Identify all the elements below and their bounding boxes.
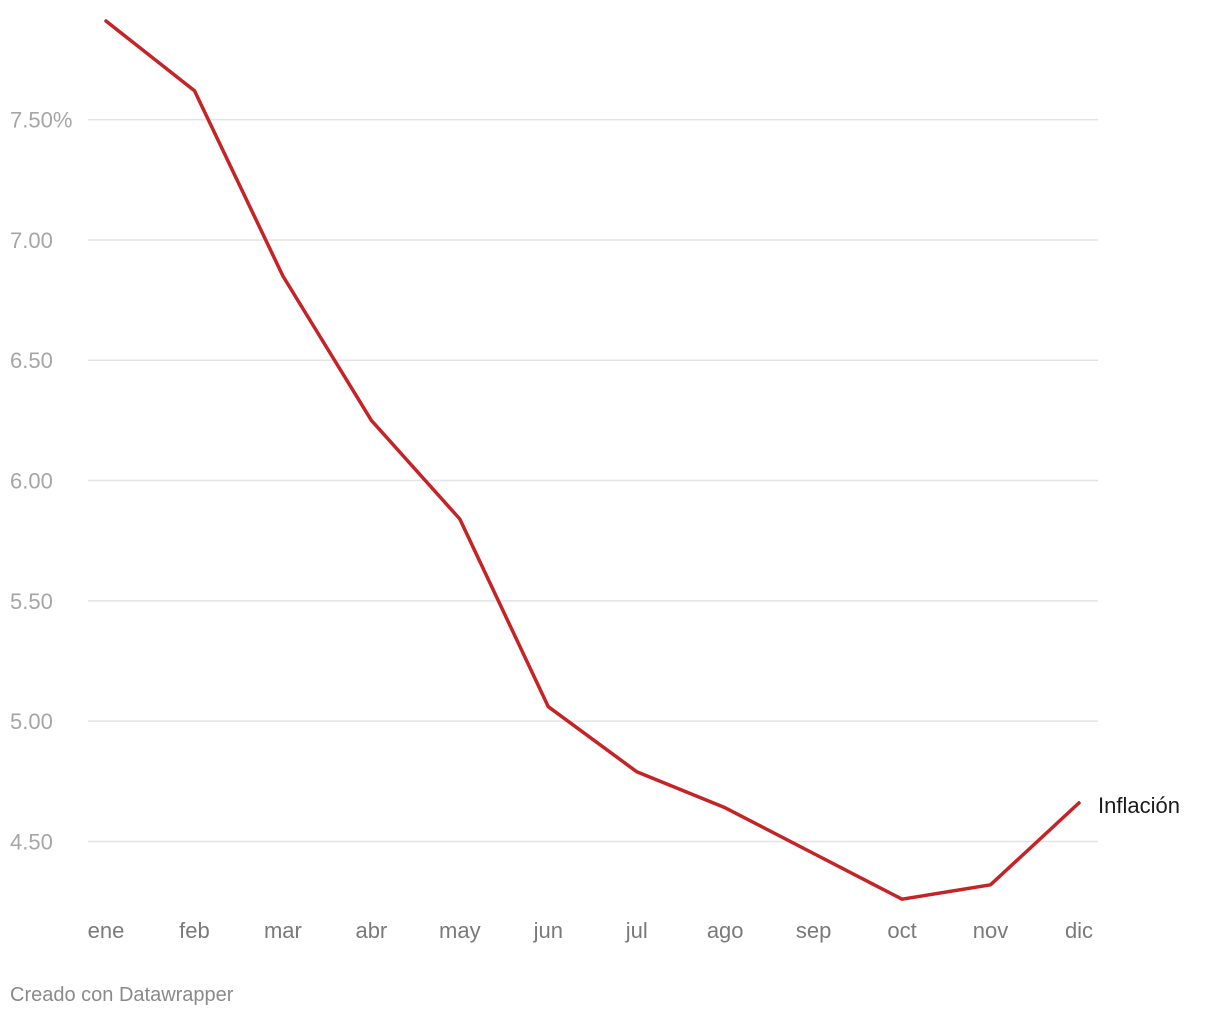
credit-text: Creado con Datawrapper <box>10 984 234 1006</box>
y-tick-label: 5.00 <box>10 709 53 734</box>
x-tick-label: dic <box>1065 918 1093 943</box>
series-label: Inflación <box>1098 793 1180 818</box>
series-labels: Inflación <box>1098 793 1180 818</box>
y-tick-label: 4.50 <box>10 829 53 854</box>
y-tick-label: 6.50 <box>10 348 53 373</box>
series-line <box>104 19 1081 901</box>
x-tick-label: jul <box>625 918 648 943</box>
x-tick-label: may <box>439 918 481 943</box>
x-tick-label: sep <box>796 918 831 943</box>
x-tick-label: ene <box>88 918 125 943</box>
y-tick-label: 5.50 <box>10 589 53 614</box>
x-tick-label: jun <box>533 918 563 943</box>
x-tick-label: ago <box>707 918 744 943</box>
x-tick-label: feb <box>179 918 210 943</box>
y-tick-label: 7.50% <box>10 108 72 133</box>
x-tick-label: abr <box>355 918 387 943</box>
x-tick-label: mar <box>264 918 302 943</box>
y-axis-tick-labels: 4.50 5.00 5.50 6.00 6.50 7.00 7.50% <box>10 108 72 855</box>
series-lines <box>104 19 1081 901</box>
x-tick-label: nov <box>973 918 1008 943</box>
y-tick-label: 7.00 <box>10 228 53 253</box>
x-axis-tick-labels: ene feb mar abr may jun jul ago sep oct nov dic <box>88 918 1093 943</box>
gridlines <box>88 118 1098 843</box>
y-tick-label: 6.00 <box>10 469 53 494</box>
x-tick-label: oct <box>887 918 916 943</box>
